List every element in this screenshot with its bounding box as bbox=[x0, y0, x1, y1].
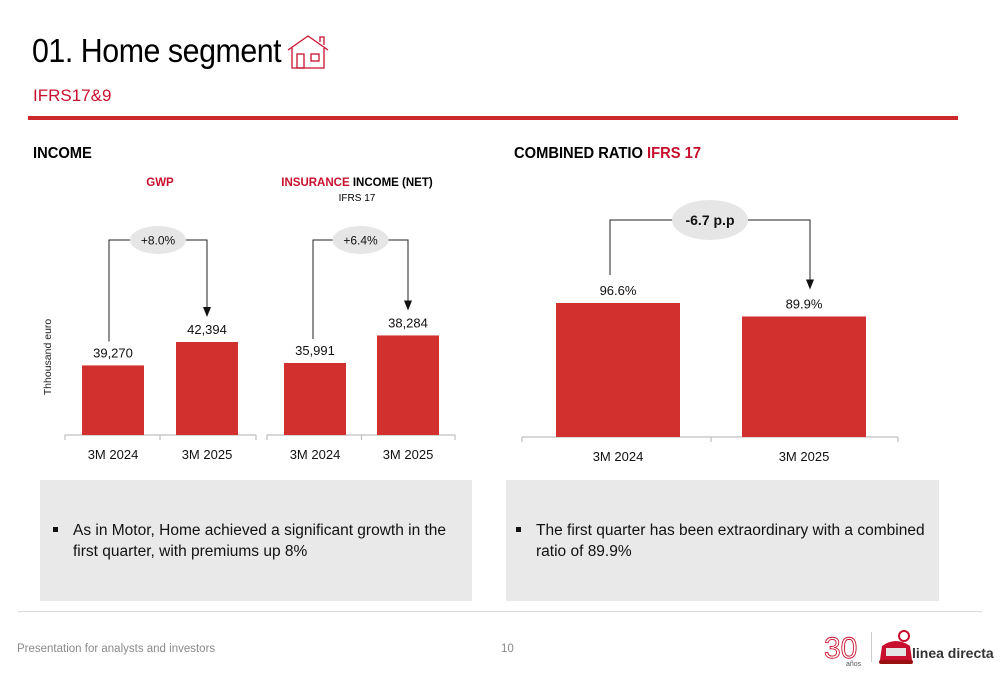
data-label: 35,991 bbox=[295, 343, 335, 358]
logo-separator bbox=[871, 632, 872, 662]
arrow-down-icon bbox=[806, 279, 814, 290]
bar-3m-2025 bbox=[742, 316, 866, 437]
data-label: 96.6% bbox=[600, 283, 637, 298]
x-tick-label: 3M 2025 bbox=[182, 447, 233, 462]
change-label: -6.7 p.p bbox=[685, 212, 734, 228]
data-label: 38,284 bbox=[388, 315, 428, 330]
anniversary-logo-number: 30 bbox=[824, 632, 857, 665]
combined-ratio-comment-text: The first quarter has been extraordinary… bbox=[536, 522, 925, 560]
anniversary-logo: 30 años bbox=[824, 632, 862, 668]
y-axis-label-text: Thhousand euro bbox=[42, 319, 54, 396]
combined-ratio-title-black: COMBINED RATIO bbox=[514, 145, 648, 162]
bar-3m-2025 bbox=[377, 335, 439, 435]
combined-ratio-section-title: COMBINED RATIO IFRS 17 bbox=[514, 145, 701, 163]
y-axis-label: Thhousand euro bbox=[42, 319, 54, 396]
footer-text: Presentation for analysts and investors bbox=[17, 643, 216, 655]
insurance-income-chart: 35,991 3M 2024 38,284 3M 2025 +6.4% bbox=[266, 226, 456, 462]
bullet-square-icon bbox=[53, 527, 58, 532]
bar-3m-2024 bbox=[556, 303, 680, 437]
footer-divider bbox=[18, 611, 982, 612]
gwp-chart-title: GWP bbox=[146, 177, 174, 189]
x-tick-label: 3M 2024 bbox=[88, 447, 139, 462]
bar-3m-2024 bbox=[82, 365, 144, 435]
insurance-income-chart-subtitle: IFRS 17 bbox=[338, 193, 376, 204]
anniversary-logo-sub: años bbox=[846, 661, 862, 668]
income-comment-panel: As in Motor, Home achieved a significant… bbox=[40, 480, 472, 601]
header-divider bbox=[28, 116, 958, 120]
gwp-chart: 39,270 3M 2024 42,394 3M 2025 +8.0% bbox=[64, 226, 257, 462]
house-icon bbox=[287, 35, 329, 69]
x-tick-label: 3M 2025 bbox=[383, 447, 434, 462]
change-pill bbox=[672, 200, 748, 240]
insurance-title-red: INSURANCE bbox=[281, 177, 350, 189]
page-title: 01. Home segment bbox=[32, 32, 282, 69]
combined-ratio-comment-panel: The first quarter has been extraordinary… bbox=[506, 480, 939, 601]
bar-3m-2025 bbox=[176, 342, 238, 435]
income-comment-text: As in Motor, Home achieved a significant… bbox=[73, 522, 447, 560]
combined-ratio-title-red: IFRS 17 bbox=[647, 145, 702, 162]
x-tick-label: 3M 2024 bbox=[593, 449, 644, 464]
arrow-down-icon bbox=[404, 300, 412, 311]
combined-ratio-comment-bullet: The first quarter has been extraordinary… bbox=[516, 520, 936, 562]
combined-ratio-chart: 96.6% 3M 2024 89.9% 3M 2025 -6.7 p.p bbox=[521, 200, 899, 464]
page-number: 10 bbox=[501, 643, 514, 655]
bar-3m-2024 bbox=[284, 363, 346, 435]
change-pill bbox=[332, 226, 389, 254]
brand-name: linea directa bbox=[912, 645, 994, 661]
change-pill bbox=[130, 226, 186, 254]
telephone-icon bbox=[879, 630, 913, 664]
arrow-down-icon bbox=[203, 307, 211, 317]
data-label: 42,394 bbox=[187, 322, 227, 337]
income-comment-bullet: As in Motor, Home achieved a significant… bbox=[53, 520, 473, 562]
page-subtitle: IFRS17&9 bbox=[33, 86, 112, 105]
change-label: +8.0% bbox=[141, 233, 176, 247]
insurance-income-chart-title: INSURANCE INCOME (NET) bbox=[257, 177, 457, 189]
income-section-title: INCOME bbox=[33, 145, 92, 162]
data-label: 89.9% bbox=[786, 296, 823, 311]
bullet-square-icon bbox=[516, 527, 521, 532]
change-label: +6.4% bbox=[343, 233, 378, 247]
x-tick-label: 3M 2024 bbox=[290, 447, 341, 462]
insurance-title-black: INCOME (NET) bbox=[349, 177, 433, 189]
x-tick-label: 3M 2025 bbox=[779, 449, 830, 464]
data-label: 39,270 bbox=[93, 345, 133, 360]
